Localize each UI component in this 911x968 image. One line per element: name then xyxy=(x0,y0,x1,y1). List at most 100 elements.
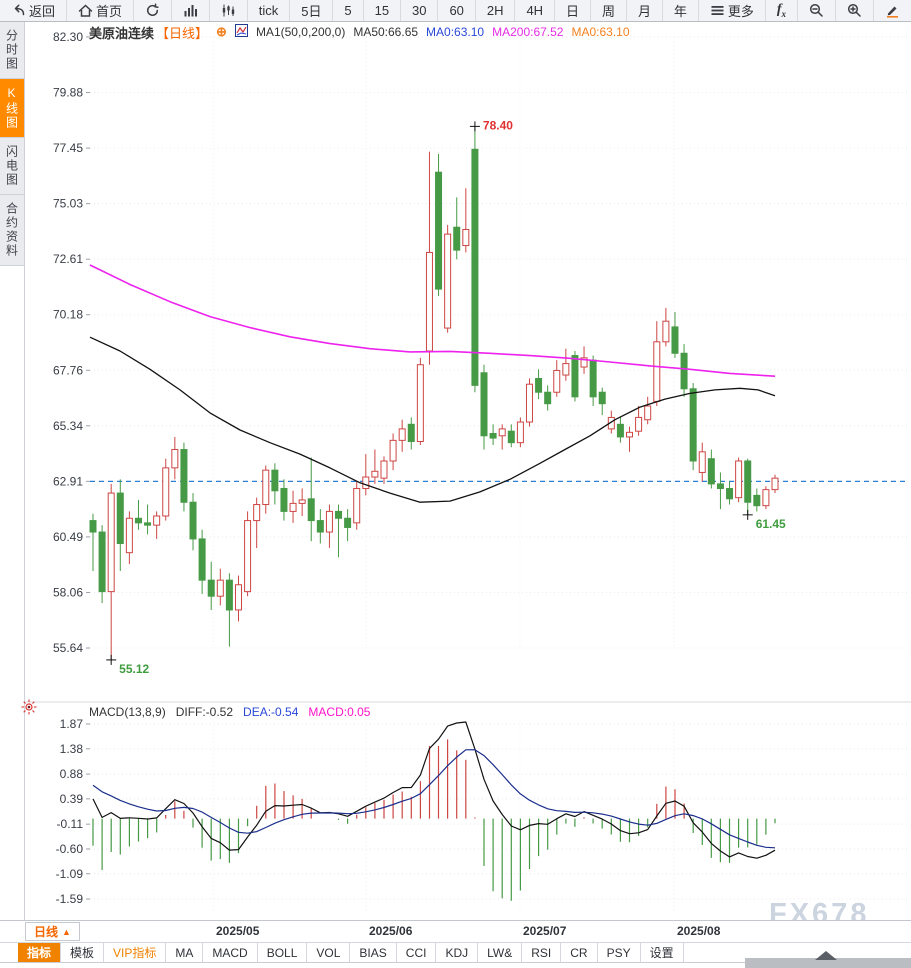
svg-text:-1.59: -1.59 xyxy=(56,892,84,906)
svg-text:77.45: 77.45 xyxy=(53,141,83,155)
svg-text:82.30: 82.30 xyxy=(53,30,83,44)
sidebar-item-lightning[interactable]: 闪电图 xyxy=(0,138,24,195)
svg-text:55.12: 55.12 xyxy=(119,662,149,676)
back-button[interactable]: 返回 xyxy=(0,0,67,21)
tab-rsi[interactable]: RSI xyxy=(522,943,561,962)
toolbar-item-label: 周 xyxy=(602,1,615,20)
interval-month-button[interactable]: 月 xyxy=(627,0,663,21)
add-indicator-icon[interactable]: ⊕ xyxy=(216,24,227,40)
svg-text:-0.60: -0.60 xyxy=(56,842,84,856)
svg-text:75.03: 75.03 xyxy=(53,197,83,211)
interval-5d-button[interactable]: 5日 xyxy=(290,0,333,21)
toolbar-item-label: 4H xyxy=(526,3,543,18)
sidebar-item-contract-info[interactable]: 合约资料 xyxy=(0,195,24,266)
toolbar-item-label: 月 xyxy=(638,1,651,20)
svg-text:79.88: 79.88 xyxy=(53,86,83,100)
toolbar-item-label: 首页 xyxy=(96,1,122,20)
svg-text:1.38: 1.38 xyxy=(60,742,84,756)
macd-value: MACD:0.05 xyxy=(308,705,370,719)
tab-macd[interactable]: MACD xyxy=(203,943,257,962)
tab-settings[interactable]: 设置 xyxy=(641,943,684,962)
refresh-button[interactable] xyxy=(134,0,172,21)
menu-icon xyxy=(710,3,725,18)
interval-2h-button[interactable]: 2H xyxy=(476,0,516,21)
toolbar-item-label: 返回 xyxy=(29,1,55,20)
fx-indicator-button[interactable]: fx xyxy=(766,0,798,21)
toolbar-item-label: 60 xyxy=(449,3,463,18)
scroll-up-arrow[interactable] xyxy=(815,951,837,960)
interval-4h-button[interactable]: 4H xyxy=(515,0,555,21)
timeshare-chart-button[interactable] xyxy=(172,0,210,21)
period-selector-button[interactable]: 日线▲ xyxy=(25,922,80,941)
kline-chart-button[interactable] xyxy=(210,0,248,21)
zoom-out-button[interactable] xyxy=(798,0,836,21)
interval-week-button[interactable]: 周 xyxy=(591,0,627,21)
svg-text:78.40: 78.40 xyxy=(483,118,513,132)
ma0-blue-value: MA0:63.10 xyxy=(426,25,484,39)
svg-text:58.06: 58.06 xyxy=(53,585,83,599)
ma50-value: MA50:66.65 xyxy=(353,25,418,39)
tab-psy[interactable]: PSY xyxy=(598,943,641,962)
svg-text:70.18: 70.18 xyxy=(53,308,83,322)
ma200-value: MA200:67.52 xyxy=(492,25,563,39)
tab-lw[interactable]: LW& xyxy=(478,943,522,962)
interval-day-button[interactable]: 日 xyxy=(555,0,591,21)
toolbar-item-label: 2H xyxy=(487,3,504,18)
more-button[interactable]: 更多 xyxy=(699,0,766,21)
tab-vol[interactable]: VOL xyxy=(307,943,350,962)
macd-dea-value: DEA:-0.54 xyxy=(243,705,298,719)
svg-text:-1.09: -1.09 xyxy=(56,867,84,881)
svg-text:62.91: 62.91 xyxy=(53,474,83,488)
svg-text:55.64: 55.64 xyxy=(53,641,83,655)
zoom-in-button[interactable] xyxy=(836,0,874,21)
main-chart-header: 美原油连续【日线】 ⊕ MA1(50,0,200,0) MA50:66.65 M… xyxy=(89,24,630,40)
ma0-orange-value: MA0:63.10 xyxy=(571,25,629,39)
home-icon xyxy=(78,3,93,18)
draw-button[interactable] xyxy=(874,0,911,21)
interval-5-button[interactable]: 5 xyxy=(333,0,363,21)
toolbar-item-label: 更多 xyxy=(728,1,754,20)
svg-text:65.34: 65.34 xyxy=(53,419,83,433)
svg-text:0.39: 0.39 xyxy=(60,792,84,806)
sidebar-item-timeshare[interactable]: 分时图 xyxy=(0,22,24,79)
interval-60-button[interactable]: 60 xyxy=(438,0,475,21)
toolbar-item-label: 30 xyxy=(412,3,426,18)
tab-vip-indicator[interactable]: VIP指标 xyxy=(104,943,166,962)
sidebar-item-kline[interactable]: K线图 xyxy=(0,79,24,138)
refresh-icon xyxy=(145,3,160,18)
pencil-icon xyxy=(885,3,900,18)
x-axis-label: 2025/06 xyxy=(369,924,412,938)
macd-header: MACD(13,8,9) DIFF:-0.52 DEA:-0.54 MACD:0… xyxy=(89,705,370,719)
triangle-up-icon: ▲ xyxy=(62,927,71,937)
home-button[interactable]: 首页 xyxy=(67,0,134,21)
top-toolbar: 返回 首页 tick 5日 5 15 30 60 2H 4H 日 周 月年 更多 fx xyxy=(0,0,911,22)
main-chart-canvas[interactable]: 82.3079.8877.4575.0372.6170.1867.7665.34… xyxy=(25,22,911,920)
fx-icon: fx xyxy=(777,2,786,19)
mini-chart-icon[interactable] xyxy=(235,24,248,40)
tab-indicator[interactable]: 指标 xyxy=(18,943,61,962)
tick-button[interactable]: tick xyxy=(248,0,290,21)
svg-text:61.45: 61.45 xyxy=(756,517,786,531)
x-axis-label: 2025/07 xyxy=(523,924,566,938)
x-axis-label: 2025/08 xyxy=(677,924,720,938)
interval-year-button[interactable]: 年 xyxy=(663,0,699,21)
interval-15-button[interactable]: 15 xyxy=(364,0,401,21)
tab-cr[interactable]: CR xyxy=(561,943,597,962)
tab-boll[interactable]: BOLL xyxy=(258,943,308,962)
tab-ma[interactable]: MA xyxy=(166,943,203,962)
svg-text:-0.11: -0.11 xyxy=(57,817,84,831)
interval-30-button[interactable]: 30 xyxy=(401,0,438,21)
tab-kdj[interactable]: KDJ xyxy=(436,943,478,962)
toolbar-item-label: 日 xyxy=(566,1,579,20)
toolbar-item-label: 5 xyxy=(344,3,351,18)
indicator-sun-icon[interactable] xyxy=(21,699,37,720)
tab-cci[interactable]: CCI xyxy=(397,943,437,962)
tab-template[interactable]: 模板 xyxy=(61,943,104,962)
toolbar-item-label: 5日 xyxy=(301,1,321,20)
macd-title: MACD(13,8,9) xyxy=(89,705,166,719)
ma-settings: MA1(50,0,200,0) xyxy=(256,25,345,39)
tab-bias[interactable]: BIAS xyxy=(350,943,396,962)
